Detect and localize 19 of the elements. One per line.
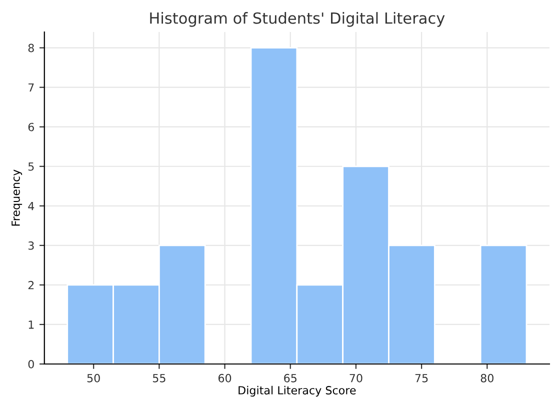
- x-tick-label: 70: [350, 374, 362, 382]
- chart-title: Histogram of Students' Digital Literacy: [150, 12, 445, 27]
- y-axis-title: Frequency: [12, 170, 22, 226]
- y-tick-label: 1: [28, 320, 34, 329]
- x-tick-label: 75: [415, 374, 428, 382]
- y-tick-label: 3: [28, 241, 34, 250]
- x-tick-label: 50: [87, 374, 100, 382]
- y-tick-label: 8: [28, 44, 34, 52]
- x-tick-label: 55: [152, 374, 166, 382]
- y-tick-label: 0: [28, 360, 34, 368]
- y-tick-label: 4: [28, 202, 34, 210]
- x-tick-label: 65: [284, 374, 296, 382]
- y-tick-label: 6: [28, 122, 34, 132]
- x-tick-label: 80: [480, 374, 494, 382]
- y-tick-label: 2: [28, 280, 34, 290]
- x-axis-title: Digital Literacy Score: [238, 386, 356, 397]
- y-tick-label: 7: [28, 83, 34, 92]
- y-tick-label: 5: [28, 162, 34, 171]
- x-tick-label: 60: [218, 374, 232, 382]
